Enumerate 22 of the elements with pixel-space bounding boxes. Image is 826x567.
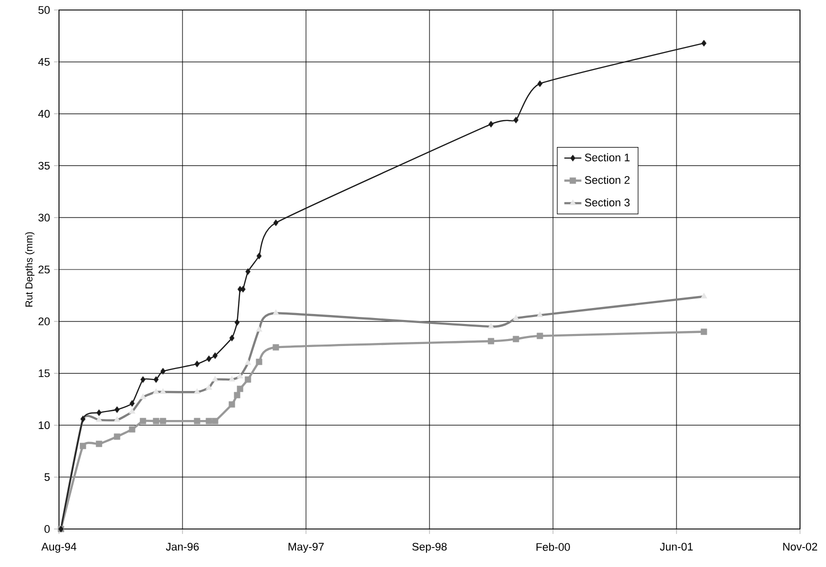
y-tick-label: 35 [38,162,50,170]
x-tick-label: Aug-94 [41,542,76,553]
y-axis-title: Rut Depths (mm) [25,232,34,307]
x-tick-label: Jun-01 [660,542,693,551]
legend-label: Section 3 [584,198,630,206]
y-tick-label: 50 [38,6,50,14]
x-tick-label: Nov-02 [783,542,818,551]
x-tick-label: May-97 [288,542,324,553]
x-tick-label: Sep-98 [412,542,447,553]
y-tick-label: 20 [38,318,50,326]
y-tick-label: 0 [44,525,50,533]
legend-label: Section 1 [584,153,630,162]
y-tick-label: 25 [38,266,50,274]
y-tick-label: 45 [38,58,50,66]
legend-label: Section 2 [584,176,630,184]
x-tick-label: Feb-00 [536,542,570,551]
y-tick-label: 30 [38,214,50,222]
y-tick-label: 40 [38,110,50,118]
y-tick-label: 10 [38,421,50,430]
y-tick-label: 15 [38,369,50,378]
y-tick-label: 5 [44,473,50,481]
x-tick-label: Jan-96 [166,542,199,551]
